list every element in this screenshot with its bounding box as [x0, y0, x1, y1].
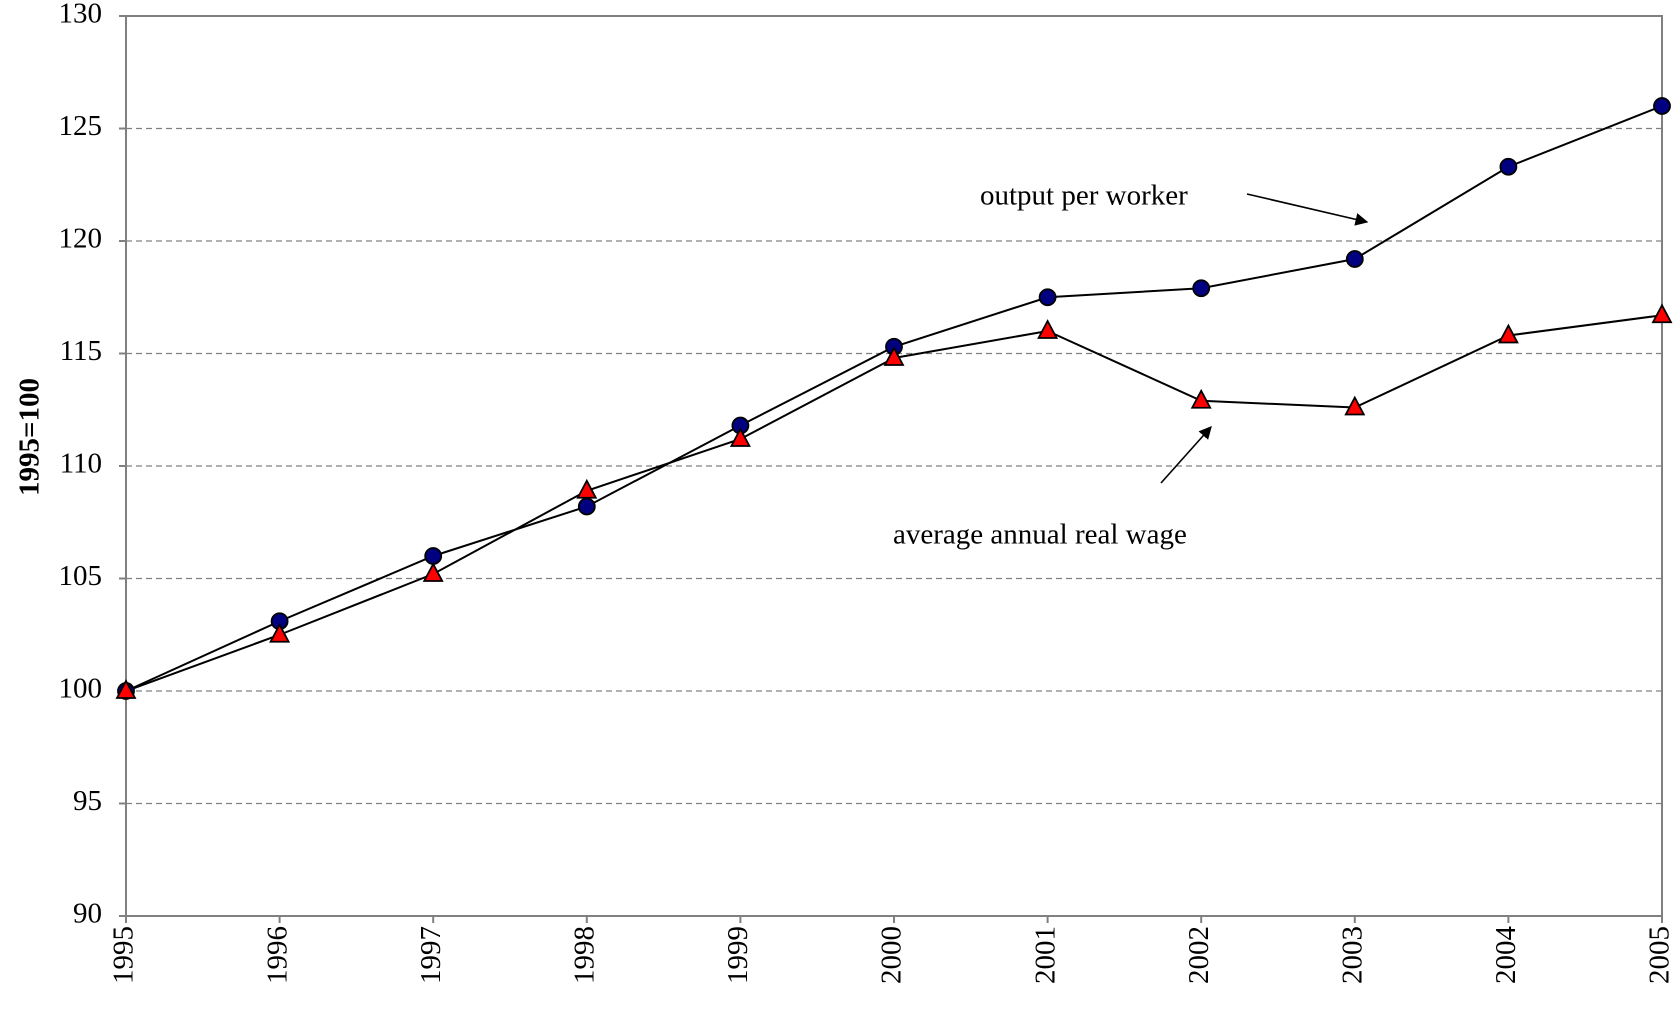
point-marker [1653, 97, 1671, 115]
point-marker [577, 497, 596, 516]
point-marker [424, 547, 443, 565]
x-tick-label: 1999 [722, 926, 754, 984]
y-axis-label: 1995=100 [14, 378, 46, 496]
annotation-arrow [1246, 193, 1369, 226]
point-marker [729, 427, 751, 447]
x-tick-label: 1997 [415, 926, 447, 984]
point-marker [269, 622, 291, 643]
y-tick-label: 125 [59, 110, 103, 142]
y-tick-label: 120 [59, 223, 103, 255]
point-marker [1345, 250, 1364, 268]
x-tick-label: 1996 [261, 926, 293, 984]
y-tick-label: 90 [73, 898, 102, 930]
y-tick-label: 95 [73, 785, 102, 817]
y-tick-label: 130 [59, 0, 103, 30]
point-marker [1190, 388, 1212, 409]
series-annotation: average annual real wage [893, 519, 1187, 551]
point-marker [1497, 323, 1519, 344]
series-line [125, 314, 1663, 692]
x-tick-label: 2003 [1336, 926, 1368, 984]
point-marker [883, 346, 905, 366]
y-tick-label: 110 [60, 448, 102, 480]
grid [126, 127, 1662, 805]
point-marker [1038, 288, 1057, 307]
point-marker [1344, 395, 1366, 416]
x-tick-label: 2000 [876, 926, 908, 984]
y-tick-label: 115 [60, 335, 102, 367]
x-tick-label: 2001 [1029, 926, 1061, 984]
series-annotation: output per worker [980, 180, 1188, 212]
point-marker [1499, 157, 1518, 176]
y-tick-label: 105 [59, 560, 103, 592]
series-line [125, 105, 1663, 692]
point-marker [1651, 303, 1673, 324]
annotation-arrow [1160, 426, 1212, 484]
x-tick-label: 1998 [568, 926, 600, 984]
x-tick-label: 2002 [1183, 926, 1215, 984]
x-tick-label: 1995 [108, 926, 140, 984]
point-marker [115, 679, 137, 699]
x-tick-label: 2005 [1644, 926, 1676, 984]
y-tick-label: 100 [59, 673, 103, 705]
point-marker [1192, 279, 1211, 298]
point-marker [576, 478, 598, 499]
point-marker [1037, 319, 1059, 339]
x-tick-label: 2004 [1490, 926, 1522, 985]
point-marker [422, 562, 444, 582]
